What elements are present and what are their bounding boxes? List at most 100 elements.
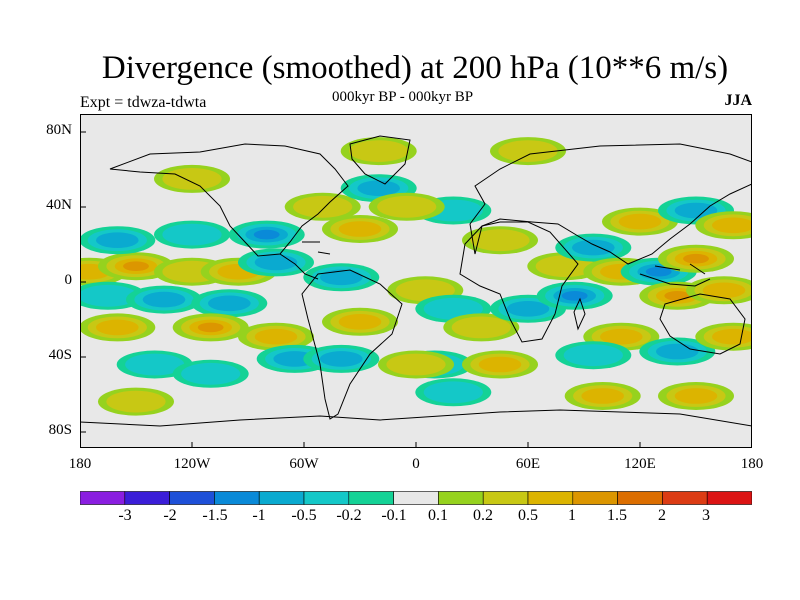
anomaly-contour <box>600 328 643 345</box>
anomaly-contour <box>470 229 530 252</box>
anomaly-contour <box>320 351 363 367</box>
legend-label: 1.5 <box>607 507 627 524</box>
anomaly-contour <box>386 353 446 376</box>
anomaly-contour <box>423 381 483 404</box>
y-tick-label: 80N <box>46 122 72 138</box>
anomaly-contour <box>702 282 746 299</box>
legend-label: -0.1 <box>381 507 407 524</box>
legend-label: 3 <box>702 507 710 524</box>
y-tick-label: 40S <box>48 347 72 363</box>
caribbean-islands <box>302 241 331 255</box>
central-america-coast <box>279 253 319 280</box>
x-tick-label: 120W <box>173 456 211 472</box>
anomaly-contour <box>423 297 483 320</box>
anomaly-contour <box>572 239 615 256</box>
legend-label: -0.2 <box>336 507 362 524</box>
legend-swatch <box>303 491 350 505</box>
anomaly-contour <box>254 254 298 271</box>
anomaly-contour <box>208 295 251 312</box>
legend-swatch <box>80 491 126 505</box>
eurasia-coast <box>469 143 752 265</box>
legend-label: -3 <box>118 507 132 524</box>
australia-coast <box>659 293 746 355</box>
legend-label: 0.5 <box>518 507 538 524</box>
legend-swatch <box>527 491 574 505</box>
anomaly-contour <box>656 343 699 360</box>
anomaly-contour <box>561 291 588 301</box>
anomaly-contour <box>683 253 709 264</box>
legend-swatch <box>124 491 170 505</box>
anomaly-contour <box>712 217 752 234</box>
coastlines <box>80 135 752 427</box>
anomaly-contour <box>162 168 222 190</box>
anomaly-contour <box>357 180 401 196</box>
anomaly-contour <box>254 328 298 345</box>
anomaly-contour <box>451 316 511 339</box>
legend-swatch <box>572 491 618 505</box>
x-tick-label: 180 <box>740 456 764 472</box>
x-tick-label: 180 <box>68 456 92 472</box>
legend-label: -1 <box>252 507 266 524</box>
legend-swatch <box>482 491 529 505</box>
anomaly-contour <box>293 195 353 218</box>
season-label: JJA <box>724 92 752 109</box>
x-tick-label: 0 <box>412 456 420 472</box>
legend-swatch <box>662 491 708 505</box>
divergence-map <box>80 114 752 448</box>
anomaly-contour <box>162 223 222 246</box>
legend-label: 0.1 <box>428 507 448 524</box>
legend-label: -0.5 <box>291 507 317 524</box>
legend-swatch <box>706 491 752 505</box>
greenland-coast <box>349 135 411 185</box>
legend-label: -2 <box>163 507 177 524</box>
anomaly-contour <box>123 261 149 271</box>
anomaly-contour <box>338 221 382 237</box>
legend-label: -1.5 <box>202 507 228 524</box>
africa-coast <box>459 221 579 343</box>
legend-swatch <box>617 491 663 505</box>
anomaly-contour <box>618 213 662 230</box>
page-title: Divergence (smoothed) at 200 hPa (10**6 … <box>101 50 729 86</box>
period-subtitle: 000kyr BP - 000kyr BP <box>332 89 474 105</box>
color-legend <box>80 491 752 505</box>
x-tick-label: 120E <box>624 456 656 472</box>
anomaly-contour <box>96 232 139 248</box>
legend-label: 0.2 <box>473 507 493 524</box>
anomaly-contour <box>377 195 437 218</box>
anomaly-contour <box>96 319 139 336</box>
y-tick-label: 80S <box>48 422 72 438</box>
legend-swatch <box>393 491 439 505</box>
anomaly-contour <box>506 301 550 317</box>
indonesia-coast <box>639 263 711 287</box>
anomaly-contour <box>80 284 138 307</box>
map-ticks <box>80 131 641 448</box>
anomaly-field <box>80 137 752 416</box>
south-america-coast <box>301 269 403 420</box>
anomaly-contour <box>106 390 166 413</box>
anomaly-contour <box>181 362 241 385</box>
legend-swatch <box>258 491 305 505</box>
anomaly-contour <box>645 266 672 277</box>
anomaly-contour <box>253 229 280 240</box>
anomaly-contour <box>197 322 224 333</box>
x-tick-label: 60W <box>289 456 319 472</box>
legend-swatch <box>348 491 394 505</box>
y-tick-label: 40N <box>46 197 72 213</box>
anomaly-contour <box>125 353 185 376</box>
legend-swatch <box>438 491 484 505</box>
anomaly-contour <box>674 202 718 219</box>
x-tick-label: 60E <box>515 456 541 472</box>
anomaly-contour <box>478 356 522 373</box>
legend-swatch <box>169 491 215 505</box>
legend-label: 1 <box>568 507 576 524</box>
anomaly-contour <box>498 140 558 162</box>
anomaly-contour <box>664 291 691 301</box>
anomaly-contour <box>320 269 363 286</box>
madagascar-coast <box>573 297 586 331</box>
north-america-coast <box>109 143 349 257</box>
anomaly-contour <box>581 388 624 404</box>
anomaly-contour <box>338 314 382 330</box>
anomaly-contour <box>563 344 623 367</box>
anomaly-contour <box>535 255 595 278</box>
anomaly-contour <box>349 140 409 162</box>
